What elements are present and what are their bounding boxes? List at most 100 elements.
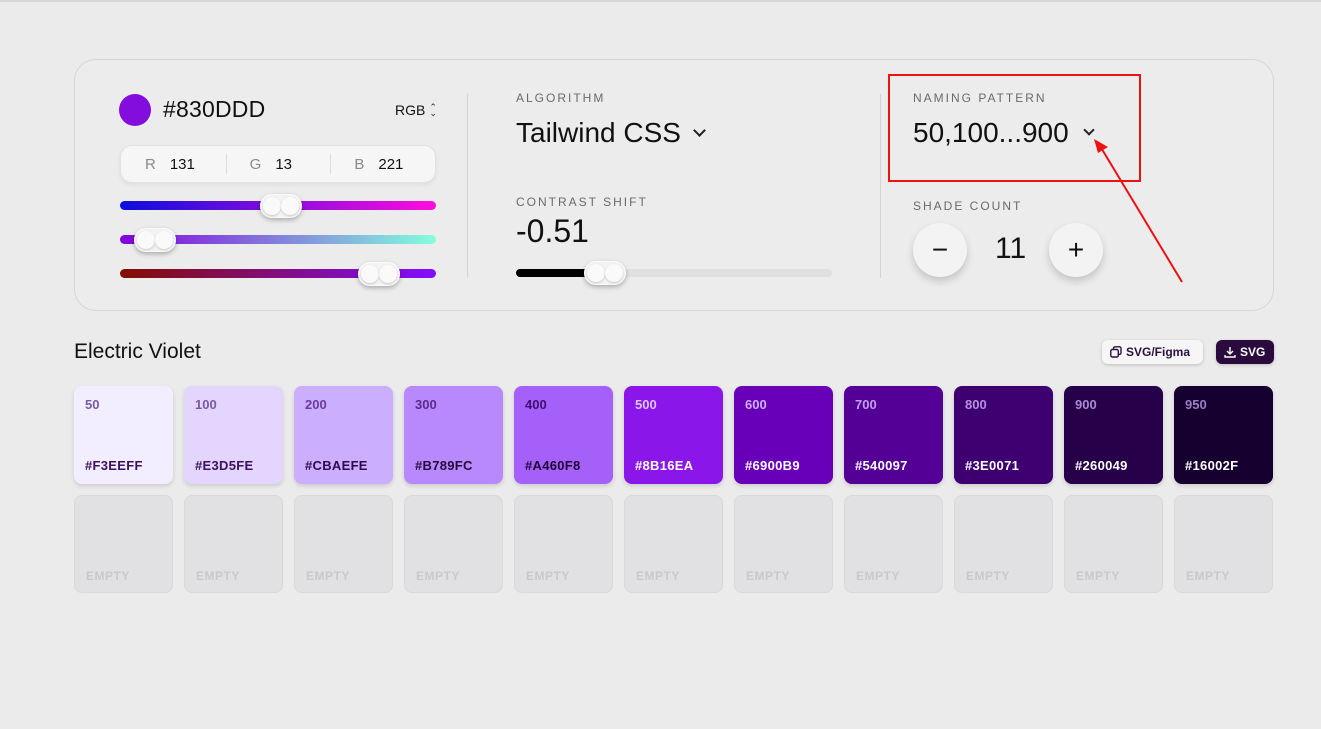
shade-tile-700[interactable]: 700 #540097: [844, 386, 943, 484]
contrast-shift-fill: [516, 269, 600, 277]
shade-count-caption: SHADE COUNT: [913, 199, 1023, 213]
shade-hex: #6900B9: [745, 458, 800, 473]
shade-hex: #F3EEFF: [85, 458, 143, 473]
rgb-input-b[interactable]: B 221: [330, 153, 435, 174]
shade-step: 100: [195, 397, 217, 412]
shade-step: 800: [965, 397, 987, 412]
empty-tile[interactable]: EMPTY: [404, 495, 503, 593]
shade-hex: #16002F: [1185, 458, 1239, 473]
base-color-hex[interactable]: #830DDD: [163, 96, 266, 122]
naming-pattern-select[interactable]: 50,100...900: [913, 117, 1095, 149]
shade-step: 300: [415, 397, 437, 412]
rgb-inputs: R 131 G 13 B 221: [120, 145, 436, 183]
empty-tile[interactable]: EMPTY: [1174, 495, 1273, 593]
empty-label: EMPTY: [526, 569, 570, 583]
naming-pattern-caption: NAMING PATTERN: [913, 91, 1047, 105]
base-color-swatch[interactable]: [119, 94, 151, 126]
shade-tile-500[interactable]: 500 #8B16EA: [624, 386, 723, 484]
top-border: [0, 0, 1321, 2]
column-divider: [880, 94, 881, 278]
shade-tile-950[interactable]: 950 #16002F: [1174, 386, 1273, 484]
shade-tile-100[interactable]: 100 #E3D5FE: [184, 386, 283, 484]
shade-tile-400[interactable]: 400 #A460F8: [514, 386, 613, 484]
decrease-shade-button[interactable]: −: [913, 223, 967, 277]
shade-step: 900: [1075, 397, 1097, 412]
empty-tile[interactable]: EMPTY: [1064, 495, 1163, 593]
shade-hex: #260049: [1075, 458, 1128, 473]
algorithm-caption: ALGORITHM: [516, 91, 606, 105]
empty-tile[interactable]: EMPTY: [954, 495, 1053, 593]
contrast-shift-slider[interactable]: [516, 261, 832, 285]
shade-tile-200[interactable]: 200 #CBAEFE: [294, 386, 393, 484]
shade-step: 400: [525, 397, 547, 412]
channel-letter: R: [145, 155, 156, 173]
red-slider[interactable]: [120, 193, 436, 218]
chevron-down-icon: [693, 123, 706, 137]
empty-tile[interactable]: EMPTY: [844, 495, 943, 593]
plus-icon: +: [1067, 234, 1085, 265]
empty-tile[interactable]: EMPTY: [734, 495, 833, 593]
download-icon: [1224, 347, 1236, 358]
green-slider-handle[interactable]: [133, 227, 176, 252]
empty-label: EMPTY: [746, 569, 790, 583]
shade-hex: #CBAEFE: [305, 458, 368, 473]
contrast-shift-caption: CONTRAST SHIFT: [516, 195, 648, 209]
empty-label: EMPTY: [636, 569, 680, 583]
shade-count-value: 11: [995, 232, 1027, 265]
download-svg-label: SVG: [1240, 345, 1266, 359]
shade-tile-900[interactable]: 900 #260049: [1064, 386, 1163, 484]
blue-slider-handle[interactable]: [358, 261, 401, 286]
increase-shade-button[interactable]: +: [1049, 223, 1103, 277]
empty-label: EMPTY: [86, 569, 130, 583]
color-mode-select[interactable]: RGB ⌃ ⌄: [395, 102, 437, 118]
shade-tile-600[interactable]: 600 #6900B9: [734, 386, 833, 484]
shade-hex: #E3D5FE: [195, 458, 254, 473]
channel-value[interactable]: 131: [169, 155, 195, 173]
empty-label: EMPTY: [196, 569, 240, 583]
empty-tile[interactable]: EMPTY: [184, 495, 283, 593]
export-svg-figma-button[interactable]: SVG/Figma: [1102, 340, 1203, 364]
empty-tile[interactable]: EMPTY: [514, 495, 613, 593]
controls-panel: #830DDD RGB ⌃ ⌄ R 131 G 13 B 221 ALGORITH…: [74, 59, 1274, 311]
download-svg-button[interactable]: SVG: [1216, 340, 1274, 364]
red-slider-handle[interactable]: [259, 193, 302, 218]
empty-label: EMPTY: [966, 569, 1010, 583]
channel-letter: G: [249, 155, 262, 173]
green-slider[interactable]: [120, 227, 436, 252]
empty-tile[interactable]: EMPTY: [74, 495, 173, 593]
shade-step: 50: [85, 397, 100, 412]
annotation-highlight-box: [888, 74, 1141, 182]
shade-step: 600: [745, 397, 767, 412]
channel-letter: B: [354, 155, 365, 173]
algorithm-value: Tailwind CSS: [516, 117, 681, 148]
channel-value[interactable]: 221: [378, 155, 404, 173]
contrast-shift-value: -0.51: [516, 213, 589, 249]
column-divider: [467, 94, 468, 278]
rgb-input-r[interactable]: R 131: [121, 156, 226, 173]
shade-tile-300[interactable]: 300 #B789FC: [404, 386, 503, 484]
shade-hex: #B789FC: [415, 458, 473, 473]
empty-tile[interactable]: EMPTY: [294, 495, 393, 593]
export-svg-figma-label: SVG/Figma: [1126, 345, 1191, 359]
empty-label: EMPTY: [306, 569, 350, 583]
naming-pattern-value: 50,100...900: [913, 117, 1069, 148]
shade-step: 700: [855, 397, 877, 412]
empty-label: EMPTY: [416, 569, 460, 583]
empty-tile[interactable]: EMPTY: [624, 495, 723, 593]
shade-tile-50[interactable]: 50 #F3EEFF: [74, 386, 173, 484]
algorithm-select[interactable]: Tailwind CSS: [516, 117, 706, 149]
channel-value[interactable]: 13: [275, 155, 293, 173]
empty-label: EMPTY: [1186, 569, 1230, 583]
rgb-input-g[interactable]: G 13: [225, 153, 331, 174]
shade-hex: #3E0071: [965, 458, 1020, 473]
shade-tile-800[interactable]: 800 #3E0071: [954, 386, 1053, 484]
minus-icon: −: [931, 234, 949, 265]
blue-slider[interactable]: [120, 261, 436, 286]
empty-label: EMPTY: [856, 569, 900, 583]
shade-step: 200: [305, 397, 327, 412]
contrast-shift-handle[interactable]: [584, 261, 626, 285]
empty-label: EMPTY: [1076, 569, 1120, 583]
palette-name: Electric Violet: [74, 340, 201, 363]
shade-step: 500: [635, 397, 657, 412]
shade-step: 950: [1185, 397, 1207, 412]
